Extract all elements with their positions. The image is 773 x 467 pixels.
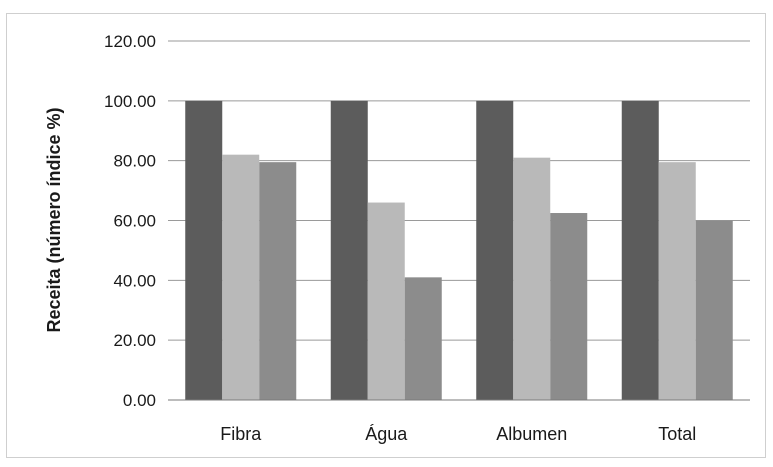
- bar: [222, 154, 260, 400]
- bars: [185, 100, 733, 400]
- y-tick-label: 20.00: [113, 331, 156, 350]
- y-tick-label: 40.00: [113, 271, 156, 290]
- bar: [550, 213, 588, 400]
- y-axis-title: Receita (número índice %): [44, 107, 64, 332]
- bar: [476, 100, 514, 400]
- x-axis-categories: Fibra Água Albumen Total: [220, 424, 696, 444]
- y-axis-ticks: 0.00 20.00 40.00 60.00 80.00 100.00 120.00: [104, 32, 156, 410]
- x-category-label: Fibra: [220, 424, 262, 444]
- y-tick-label: 80.00: [113, 152, 156, 171]
- bar: [259, 162, 297, 400]
- x-category-label: Total: [658, 424, 696, 444]
- y-tick-label: 100.00: [104, 92, 156, 111]
- x-category-label: Água: [365, 424, 408, 444]
- bar: [513, 157, 551, 400]
- bar: [185, 100, 223, 400]
- x-category-label: Albumen: [496, 424, 567, 444]
- bar: [621, 100, 659, 400]
- y-tick-label: 120.00: [104, 32, 156, 51]
- y-tick-label: 60.00: [113, 212, 156, 231]
- y-tick-label: 0.00: [123, 391, 156, 410]
- bar: [330, 100, 368, 400]
- bar: [695, 220, 733, 400]
- bar: [404, 277, 442, 400]
- bar: [367, 202, 405, 400]
- bar: [658, 162, 696, 400]
